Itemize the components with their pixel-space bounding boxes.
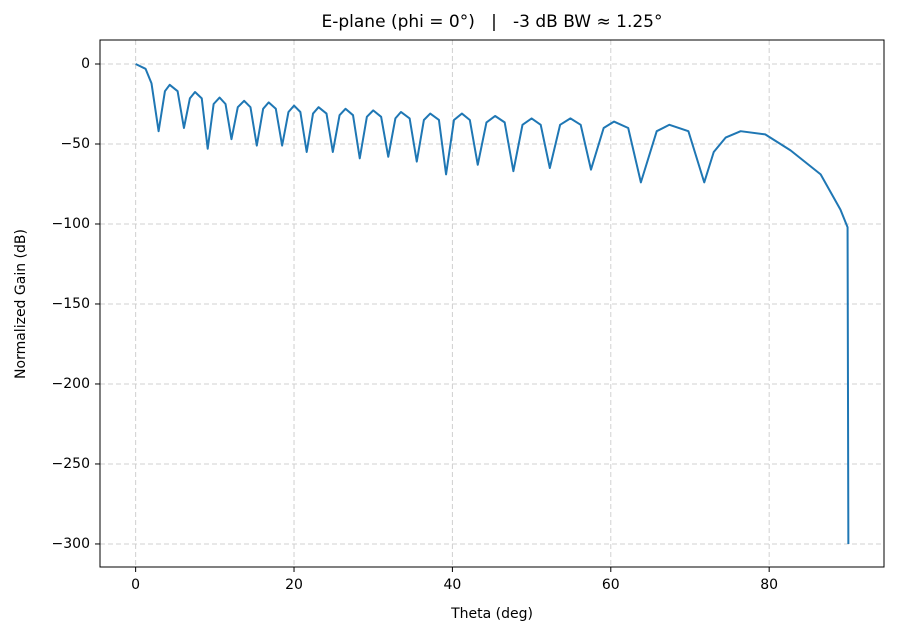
plot-layer [135, 63, 850, 544]
chart-title: E-plane (phi = 0°) | -3 dB BW ≈ 1.25° [322, 12, 663, 32]
y-axis-label: Normalized Gain (dB) [13, 229, 29, 379]
x-tick-label: 80 [760, 577, 778, 593]
y-tick-label: −300 [52, 536, 90, 552]
y-tick-label: −100 [52, 216, 90, 232]
x-axis-label: Theta (deg) [450, 606, 533, 622]
y-tick-label: −150 [52, 296, 90, 312]
x-tick-label: 0 [131, 577, 140, 593]
grid-layer [100, 40, 884, 567]
data-line [135, 63, 850, 544]
x-tick-label: 40 [443, 577, 461, 593]
y-tick-label: −200 [52, 376, 90, 392]
y-tick-label: −50 [60, 136, 90, 152]
y-tick-label: 0 [81, 56, 90, 72]
y-tick-label: −250 [52, 456, 90, 472]
x-tick-label: 60 [602, 577, 620, 593]
x-tick-label: 20 [285, 577, 303, 593]
